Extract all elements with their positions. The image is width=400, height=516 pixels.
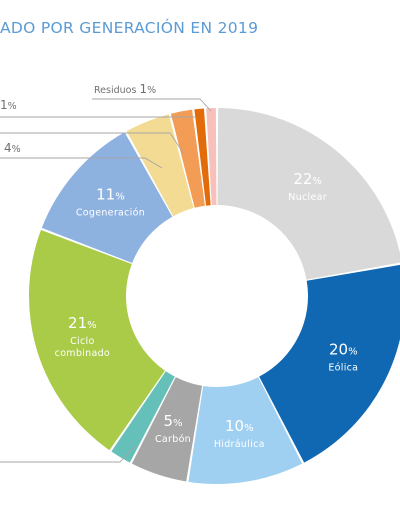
slice-otro-4	[111, 371, 175, 463]
slice-label-hidraulica: Hidráulica	[214, 439, 265, 450]
outer-leader-orange	[0, 132, 185, 155]
outer-label-4pct: 4%	[4, 141, 21, 155]
slice-nuclear-0	[217, 108, 400, 280]
page-title: ADO POR GENERACIÓN EN 2019	[0, 19, 259, 37]
outer-leader-4pct	[0, 157, 163, 169]
slice-label-carbon: Carbón	[155, 434, 191, 445]
slice-cogeneracion-6	[41, 132, 173, 264]
slice-otro-8	[170, 109, 205, 208]
slice-otro-9	[194, 108, 211, 206]
slice-ciclo-combinado-5	[29, 229, 165, 451]
slice-label-eolica: Eólica	[328, 363, 358, 374]
slice-label-cogeneracion: Cogeneración	[76, 208, 145, 219]
outer-label-1pct: 1%	[0, 98, 17, 112]
slice-label-ciclo-combinado: Ciclo	[70, 336, 94, 347]
slice-label-ciclo-combinado-1: combinado	[55, 348, 110, 359]
slice-label-nuclear: Nuclear	[288, 192, 327, 203]
slice-hidraulica-2	[188, 377, 303, 484]
slice-otro-7	[126, 114, 194, 217]
slice-carbon-3	[131, 377, 203, 482]
residuos-label: Residuos 1%	[94, 82, 156, 96]
residuos-leader	[92, 98, 212, 112]
slice-residuos-10	[206, 108, 217, 206]
slice-eolica-1	[259, 264, 400, 463]
outer-leader-teal	[0, 445, 136, 463]
